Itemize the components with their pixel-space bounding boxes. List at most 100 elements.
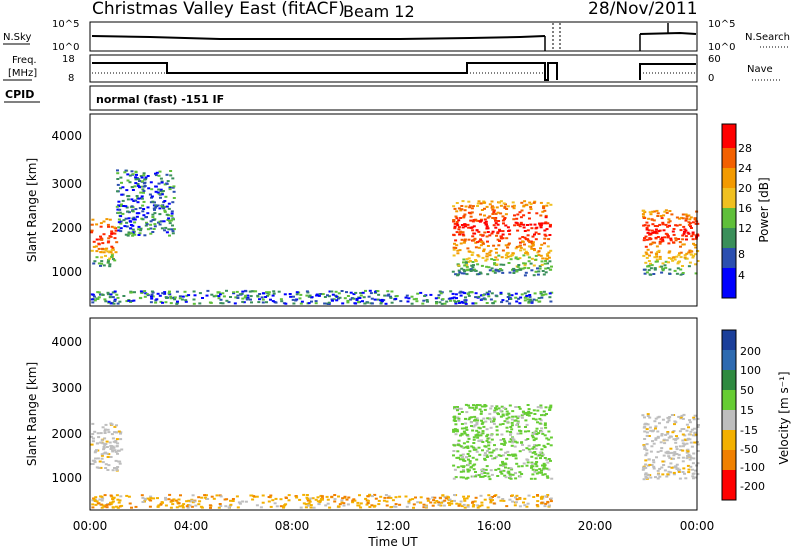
echo-cell	[510, 468, 514, 471]
echo-cell	[480, 405, 484, 408]
echo-cell	[95, 449, 98, 452]
echo-cell	[549, 500, 553, 503]
echo-cell	[159, 188, 163, 191]
echo-cell	[490, 205, 494, 208]
echo-cell	[134, 178, 138, 181]
echo-cell	[470, 264, 474, 267]
echo-cell	[511, 441, 515, 444]
echo-cell	[112, 226, 116, 229]
echo-cell	[457, 419, 461, 422]
echo-cell	[382, 299, 386, 302]
echo-cell	[465, 411, 469, 414]
echo-cell	[642, 209, 646, 212]
echo-cell	[244, 294, 248, 297]
echo-cell	[124, 205, 128, 208]
echo-cell	[113, 259, 117, 262]
echo-cell	[165, 213, 169, 216]
echo-cell	[377, 499, 381, 502]
echo-cell	[357, 301, 361, 304]
echo-cell	[543, 422, 547, 425]
echo-cell	[99, 235, 102, 238]
echo-cell	[536, 267, 539, 270]
echo-cell	[364, 497, 368, 500]
power-ylabel: Slant Range [km]	[25, 158, 39, 262]
echo-cell	[471, 266, 475, 269]
echo-cell	[136, 201, 140, 204]
echo-cell	[302, 493, 306, 496]
echo-cell	[645, 428, 649, 431]
echo-cell	[494, 212, 498, 215]
echo-cell	[507, 472, 511, 475]
echo-cell	[317, 502, 321, 505]
echo-cell	[463, 238, 467, 241]
echo-cell	[429, 293, 433, 296]
echo-cell	[496, 223, 500, 226]
echo-cell	[490, 473, 494, 476]
echo-cell	[508, 271, 512, 274]
echo-cell	[100, 503, 104, 506]
echo-cell	[694, 469, 697, 472]
echo-cell	[641, 414, 645, 417]
echo-cell	[472, 438, 476, 441]
echo-cell	[500, 405, 504, 408]
echo-cell	[107, 453, 111, 456]
echo-cell	[125, 225, 129, 228]
echo-cell	[154, 204, 158, 207]
echo-cell	[472, 225, 476, 228]
echo-cell	[459, 217, 463, 219]
echo-cell	[524, 252, 528, 255]
echo-cell	[531, 417, 535, 420]
echo-cell	[521, 236, 525, 238]
echo-cell	[487, 441, 490, 444]
echo-cell	[693, 476, 697, 479]
echo-cell	[685, 215, 689, 218]
echo-cell	[458, 458, 462, 461]
echo-cell	[642, 445, 646, 448]
echo-cell	[117, 430, 121, 433]
echo-cell	[478, 220, 482, 223]
echo-cell	[505, 426, 509, 429]
echo-cell	[692, 254, 695, 257]
echo-cell	[544, 234, 548, 237]
echo-cell	[463, 459, 467, 462]
echo-cell	[550, 477, 554, 480]
echo-cell	[472, 264, 475, 267]
echo-cell	[419, 496, 423, 499]
echo-cell	[154, 172, 157, 175]
echo-cell	[510, 294, 514, 297]
velocity-ytick-3000: 3000	[51, 381, 82, 395]
echo-cell	[120, 203, 123, 206]
velocity-ytick-1000: 1000	[51, 471, 82, 485]
echo-cell	[532, 439, 536, 442]
echo-cell	[105, 446, 109, 448]
echo-cell	[492, 211, 496, 214]
echo-cell	[186, 504, 190, 506]
echo-cell	[487, 444, 491, 447]
echo-cell	[227, 301, 231, 304]
echo-cell	[238, 293, 242, 296]
echo-cell	[679, 251, 683, 254]
echo-cell	[404, 296, 408, 299]
echo-cell	[649, 213, 653, 216]
echo-cell	[519, 430, 523, 433]
echo-cell	[473, 500, 477, 503]
echo-cell	[459, 290, 463, 293]
echo-cell	[456, 409, 459, 412]
echo-cell	[386, 294, 390, 297]
echo-cell	[491, 213, 495, 215]
echo-cell	[274, 497, 278, 500]
echo-cell	[439, 504, 443, 507]
echo-cell	[97, 436, 101, 439]
echo-cell	[130, 198, 134, 201]
echo-cell	[685, 442, 689, 445]
echo-cell	[477, 474, 481, 477]
echo-cell	[241, 500, 245, 503]
echo-cell	[513, 453, 517, 456]
echo-cell	[507, 292, 511, 295]
echo-cell	[506, 226, 510, 229]
echo-cell	[471, 475, 475, 478]
echo-cell	[372, 505, 376, 508]
echo-cell	[543, 414, 547, 417]
echo-cell	[139, 290, 143, 293]
power-colorbar	[721, 123, 737, 299]
